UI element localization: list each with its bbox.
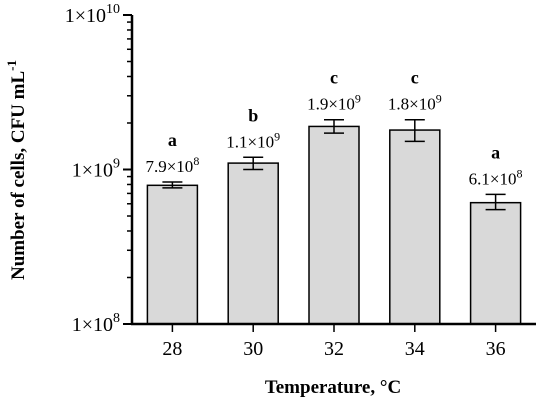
y-tick-label: 1×109 — [72, 157, 120, 182]
significance-letter: c — [330, 68, 338, 88]
x-tick-label: 34 — [405, 338, 425, 360]
value-labels: 7.9×108 1.1×109 1.9×109 1.8×109 6.1×108 — [145, 92, 522, 189]
bar — [146, 184, 199, 325]
x-tick-label: 32 — [324, 338, 344, 360]
error-bars — [162, 118, 506, 211]
significance-letter: a — [168, 130, 177, 150]
bar — [308, 125, 360, 325]
y-axis-title-sup: -1 — [4, 60, 19, 71]
significance-letter: a — [491, 142, 500, 162]
x-tick-label: 30 — [243, 338, 263, 360]
x-tick-label: 36 — [486, 338, 506, 360]
value-label: 6.1×108 — [469, 166, 523, 188]
significance-letters: a b c c a — [168, 68, 500, 163]
y-axis-title-main: Number of cells, CFU mL — [8, 71, 29, 280]
bar — [469, 201, 522, 325]
y-tick-label: 1×108 — [72, 311, 120, 336]
bar — [227, 162, 279, 325]
value-label: 1.8×109 — [388, 92, 442, 114]
significance-letter: c — [411, 68, 419, 88]
significance-letter: b — [248, 105, 258, 125]
y-axis-ticks: 1×108 1×109 1×1010 — [65, 2, 132, 336]
value-label: 1.9×109 — [307, 92, 361, 114]
y-axis-title: Number of cells, CFU mL-1 — [4, 60, 29, 280]
bar — [389, 129, 441, 325]
x-axis-title: Temperature, °C — [265, 377, 401, 398]
value-label: 1.1×109 — [226, 129, 280, 151]
x-axis-ticks: 28 30 32 34 36 — [162, 324, 506, 360]
bars — [146, 125, 522, 325]
x-tick-label: 28 — [162, 338, 182, 360]
value-label: 7.9×108 — [145, 154, 199, 176]
y-tick-label: 1×1010 — [65, 2, 120, 27]
